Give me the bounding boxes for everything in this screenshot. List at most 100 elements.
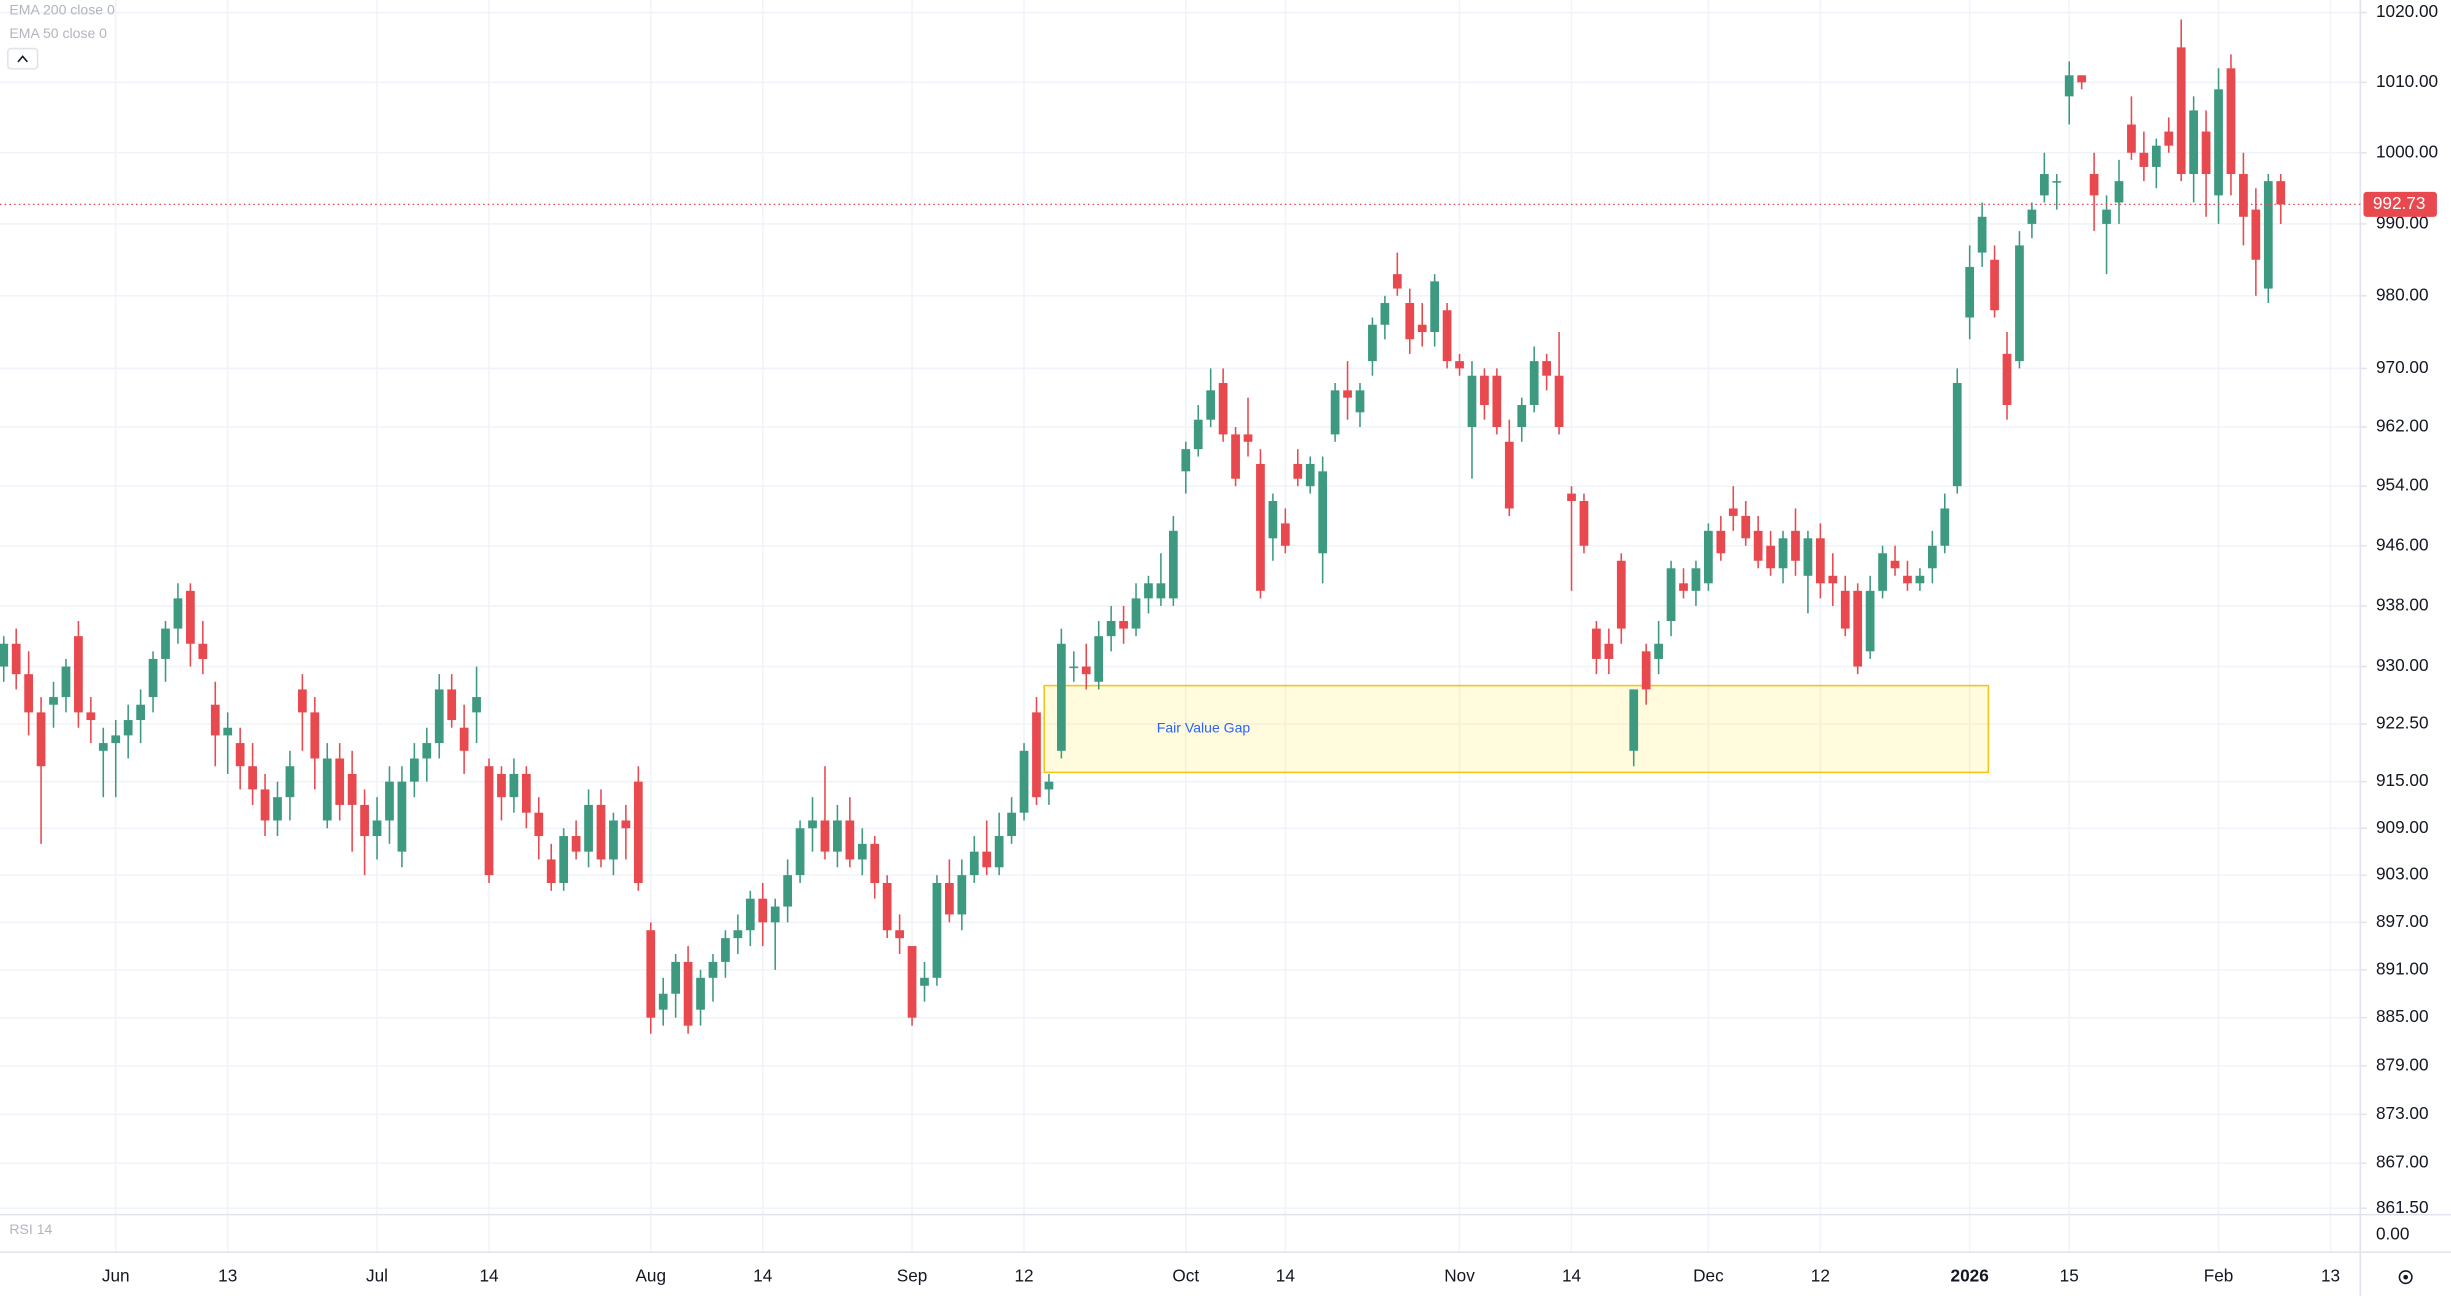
y-tick-label: 954.00 <box>2376 475 2429 495</box>
settings-icon-center <box>2403 1274 2409 1280</box>
candle-body <box>609 820 618 860</box>
candle-body <box>2015 245 2024 362</box>
candle-body <box>1442 310 1452 362</box>
x-tick-label: 14 <box>1276 1266 1296 1286</box>
candle-body <box>1305 463 1315 487</box>
zone-label: Fair Value Gap <box>1157 720 1251 736</box>
candle-body <box>1927 545 1937 569</box>
candle-body <box>1878 553 1887 591</box>
y-tick-label: 861.50 <box>2376 1197 2429 1217</box>
y-tick-label: 970.00 <box>2376 357 2429 377</box>
y-tick-label: 873.00 <box>2376 1103 2429 1123</box>
y-tick-label: 1000.00 <box>2376 141 2438 161</box>
candle-body <box>2039 174 2049 196</box>
candle-body <box>2164 131 2174 146</box>
candle-body <box>248 766 257 790</box>
collapse-button[interactable] <box>7 47 39 70</box>
candle-body <box>472 697 481 713</box>
candle-body <box>1791 530 1800 561</box>
candle-body <box>1778 538 1788 569</box>
y-tick-label: 1010.00 <box>2376 71 2438 91</box>
candle-body <box>1679 583 1688 591</box>
candle-body <box>310 712 320 759</box>
candle-body <box>1853 590 1863 667</box>
candle-body <box>920 977 929 986</box>
candle-body <box>994 836 1004 868</box>
candle-body <box>1815 538 1825 584</box>
candle-body <box>2201 131 2211 175</box>
candle-body <box>696 977 705 1010</box>
y-tick-label: 930.00 <box>2376 655 2429 675</box>
candle-body <box>1231 434 1240 479</box>
candle-body <box>683 961 693 1026</box>
candle-body <box>633 781 643 883</box>
fair-value-gap <box>1043 684 1990 774</box>
candle-body <box>2263 181 2273 289</box>
candle-body <box>484 766 494 876</box>
y-tick-label: 938.00 <box>2376 594 2429 614</box>
candle-body <box>1380 303 1390 325</box>
candle-body <box>1567 493 1576 502</box>
candle-body <box>795 828 805 876</box>
candle-body <box>820 820 830 852</box>
candle-body <box>658 993 668 1010</box>
y-tick-label: 1020.00 <box>2376 1 2438 21</box>
candle-body <box>111 735 121 744</box>
candle-body <box>1094 636 1104 682</box>
candle-body <box>148 658 158 698</box>
collapse-button-frame[interactable] <box>7 47 39 70</box>
candle-body <box>721 938 730 962</box>
x-tick-label: Sep <box>897 1266 928 1286</box>
candle-body <box>1355 390 1365 413</box>
candle-body <box>285 766 295 798</box>
candle-body <box>1330 390 1340 435</box>
y-tick-label: 897.00 <box>2376 911 2429 931</box>
settings-icon[interactable] <box>2398 1270 2413 1285</box>
candle-body <box>2077 75 2087 83</box>
candle-body <box>2027 209 2037 224</box>
legend-item: EMA 50 close 0 <box>9 25 107 41</box>
candle-body <box>2176 47 2186 175</box>
candle-body <box>870 843 880 883</box>
candle-body <box>2189 110 2199 175</box>
candle-body <box>1081 666 1091 675</box>
last-price-tag <box>2363 191 2437 217</box>
candle-body <box>1218 383 1228 435</box>
x-tick-label: Dec <box>1693 1266 1724 1286</box>
candle-body <box>1654 643 1663 659</box>
candle-body <box>745 898 755 931</box>
candle-body <box>1517 404 1527 428</box>
x-tick-label: 13 <box>2321 1266 2340 1286</box>
y-tick-label: 915.00 <box>2376 770 2429 790</box>
candle-body <box>1803 538 1813 576</box>
candle-body <box>708 961 718 978</box>
x-tick-label: Nov <box>1444 1266 1475 1286</box>
candle-body <box>49 697 58 705</box>
candle-body <box>434 689 444 744</box>
candle-body <box>74 636 83 713</box>
candle-body <box>1206 390 1216 420</box>
candle-body <box>1741 515 1751 539</box>
candle-body <box>1368 324 1377 362</box>
candle-body <box>671 961 681 994</box>
candle-body <box>2064 75 2074 97</box>
candle-body <box>1430 281 1440 333</box>
y-tick-label: 903.00 <box>2376 864 2429 884</box>
candle-body <box>1704 530 1713 584</box>
candle-body <box>1492 375 1502 428</box>
settings-button[interactable] <box>2398 1270 2413 1285</box>
x-tick-label: 15 <box>2060 1266 2079 1286</box>
candle-body <box>1990 259 1999 311</box>
candle-body <box>1019 750 1029 813</box>
candle-body <box>1106 621 1116 637</box>
candle-body <box>198 643 208 659</box>
x-tick-label: Jun <box>102 1266 130 1286</box>
y-tick-label: 980.00 <box>2376 284 2429 304</box>
candle-body <box>1032 712 1041 798</box>
candle-body <box>1965 266 1975 318</box>
candle-body <box>2127 124 2136 153</box>
candle-body <box>546 859 556 883</box>
candle-body <box>857 843 867 860</box>
candle-body <box>1840 590 1850 629</box>
